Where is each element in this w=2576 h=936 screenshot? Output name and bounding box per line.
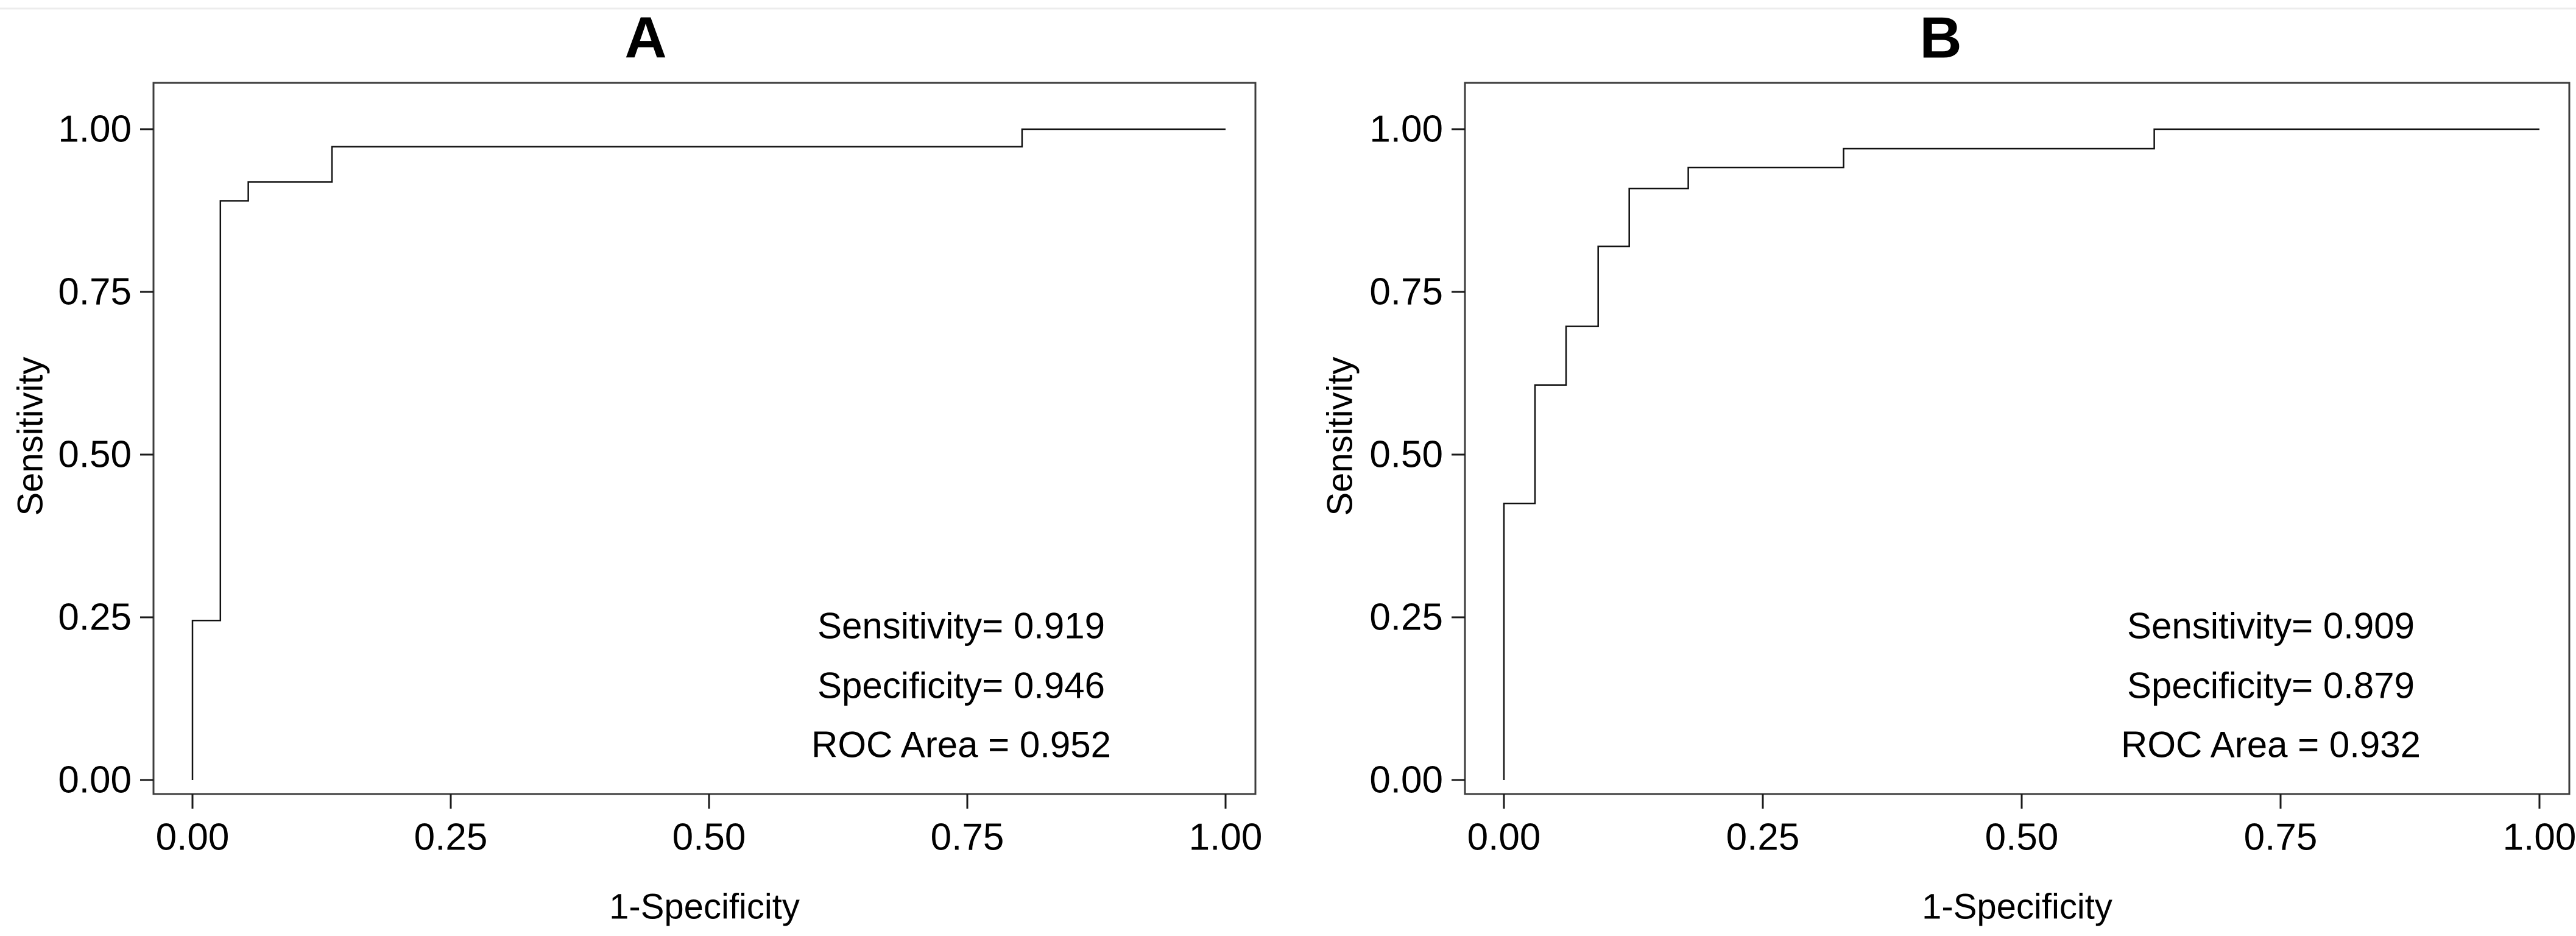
panel-a-y-tick-label: 0.00 xyxy=(58,759,132,801)
panel-a-x-tick-label: 0.00 xyxy=(156,817,230,859)
panel-a-frame xyxy=(152,82,1257,795)
panel-b-roc-curve xyxy=(1503,128,2539,780)
panel-b-x-tick-label: 0.25 xyxy=(1726,817,1800,859)
panel-a-y-tick-label: 1.00 xyxy=(58,108,132,151)
panel-a-annotation-line-3: ROC Area = 0.952 xyxy=(811,725,1111,765)
panel-a-y-axis-label: Sensitivity xyxy=(11,356,51,516)
panel-a-y-tick-label: 0.75 xyxy=(58,271,132,313)
panel-a-x-tick-label: 0.50 xyxy=(672,817,746,859)
panel-b-x-tick-label: 1.00 xyxy=(2503,817,2576,859)
panel-a-x-tick-label: 0.75 xyxy=(931,817,1004,859)
panel-b-y-tick-label: 0.00 xyxy=(1369,759,1443,801)
panel-a-group: 0.00 0.25 0.50 0.75 1.00 0.00 0.25 0.50 0.75 1.00… xyxy=(11,5,1263,927)
panel-a-title: A xyxy=(624,5,666,71)
panel-b-y-axis-label: Sensitivity xyxy=(1321,356,1360,516)
panel-b-y-tick-label: 0.50 xyxy=(1369,434,1443,476)
panel-a-roc-curve xyxy=(191,128,1226,780)
panel-b-annotation-line-3: ROC Area = 0.932 xyxy=(2121,725,2421,765)
panel-a-x-tick-label: 1.00 xyxy=(1189,817,1263,859)
panel-b-y-tick-label: 0.25 xyxy=(1369,597,1443,639)
panel-a-x-axis-label: 1-Specificity xyxy=(609,887,800,927)
panel-a-x-tick-label: 0.25 xyxy=(414,817,488,859)
panel-b-group: 0.00 0.25 0.50 0.75 1.00 0.00 0.25 0.50 0.75 1.00… xyxy=(1321,5,2576,927)
panel-b-annotation-line-1: Sensitivity= 0.909 xyxy=(2127,606,2415,647)
panel-b-y-tick-label: 0.75 xyxy=(1369,271,1443,313)
panel-b-frame xyxy=(1464,82,2571,795)
panel-a-annotation-line-2: Specificity= 0.946 xyxy=(817,665,1105,706)
panel-b-y-tick-label: 1.00 xyxy=(1369,108,1443,151)
panel-b-x-axis-label: 1-Specificity xyxy=(1922,887,2112,927)
panel-b-x-tick-label: 0.00 xyxy=(1467,817,1541,859)
panel-a-y-tick-label: 0.25 xyxy=(58,597,132,639)
panel-b-title: B xyxy=(1919,5,1961,71)
panel-a-annotation-line-1: Sensitivity= 0.919 xyxy=(817,606,1105,647)
panel-b-x-tick-label: 0.50 xyxy=(1985,817,2059,859)
panel-b-x-tick-label: 0.75 xyxy=(2244,817,2318,859)
panel-a-y-tick-label: 0.50 xyxy=(58,434,132,476)
panel-b-annotation-line-2: Specificity= 0.879 xyxy=(2127,665,2415,706)
